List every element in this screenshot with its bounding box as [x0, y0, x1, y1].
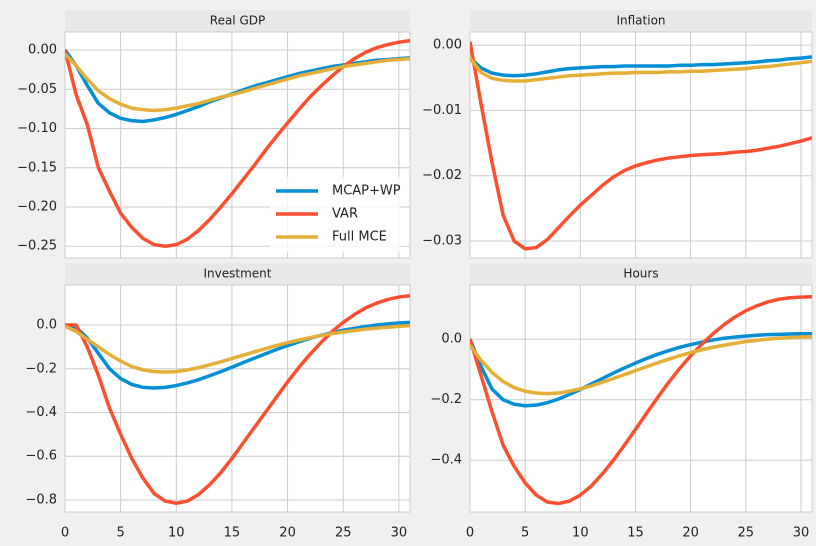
legend-label: MCAP+WP: [332, 184, 401, 199]
series-line: [65, 293, 410, 506]
x-tick-label: 30: [793, 526, 810, 541]
subplot-title: Inflation: [616, 14, 665, 28]
title-bar: [65, 10, 410, 32]
y-tick-label: −0.4: [25, 405, 57, 420]
y-tick-label: 0.00: [28, 43, 57, 58]
legend-label: Full MCE: [332, 230, 387, 245]
y-tick-label: −0.20: [17, 199, 57, 214]
y-tick-label: 0.00: [433, 38, 462, 53]
x-tick-label: 15: [627, 526, 644, 541]
y-tick-label: −0.15: [17, 160, 57, 175]
x-tick-label: 10: [168, 526, 185, 541]
legend-label: VAR: [332, 207, 358, 222]
plot-area: [469, 31, 813, 259]
x-tick-label: 20: [279, 526, 296, 541]
series-line: [470, 295, 812, 506]
plot-area: [469, 284, 813, 513]
plot-area: [64, 284, 411, 513]
x-tick-label: 0: [466, 526, 474, 541]
y-tick-label: −0.10: [17, 121, 57, 136]
series-line: [65, 38, 410, 248]
x-tick-label: 20: [682, 526, 699, 541]
subplot-title: Hours: [623, 267, 658, 281]
y-tick-label: −0.6: [25, 449, 57, 464]
y-tick-label: −0.2: [25, 361, 57, 376]
x-tick-label: 5: [521, 526, 529, 541]
y-tick-label: −0.05: [17, 82, 57, 97]
x-tick-label: 5: [117, 526, 125, 541]
series-line: [65, 320, 410, 390]
y-tick-label: 0.0: [36, 318, 57, 333]
series-line: [470, 335, 812, 396]
x-tick-label: 0: [61, 526, 69, 541]
x-tick-label: 15: [224, 526, 241, 541]
title-bar: [470, 263, 812, 285]
y-tick-label: −0.8: [25, 492, 57, 507]
x-tick-label: 10: [572, 526, 589, 541]
series-line: [470, 55, 812, 78]
series-line: [470, 41, 812, 251]
y-tick-label: 0.0: [441, 332, 462, 347]
x-tick-label: 25: [738, 526, 755, 541]
y-tick-label: −0.03: [422, 234, 462, 249]
subplot-title: Investment: [204, 267, 272, 281]
subplot-title: Real GDP: [210, 14, 265, 28]
y-tick-label: −0.2: [430, 392, 462, 407]
y-tick-label: −0.02: [422, 168, 462, 183]
series-line: [65, 52, 410, 113]
series-line: [65, 323, 410, 374]
series-line: [470, 57, 812, 83]
y-tick-label: −0.25: [17, 239, 57, 254]
x-tick-label: 25: [335, 526, 352, 541]
x-tick-label: 30: [391, 526, 408, 541]
y-tick-label: −0.01: [422, 103, 462, 118]
title-bar: [65, 263, 410, 285]
series-line: [470, 331, 812, 408]
title-bar: [470, 10, 812, 32]
y-tick-label: −0.4: [430, 453, 462, 468]
